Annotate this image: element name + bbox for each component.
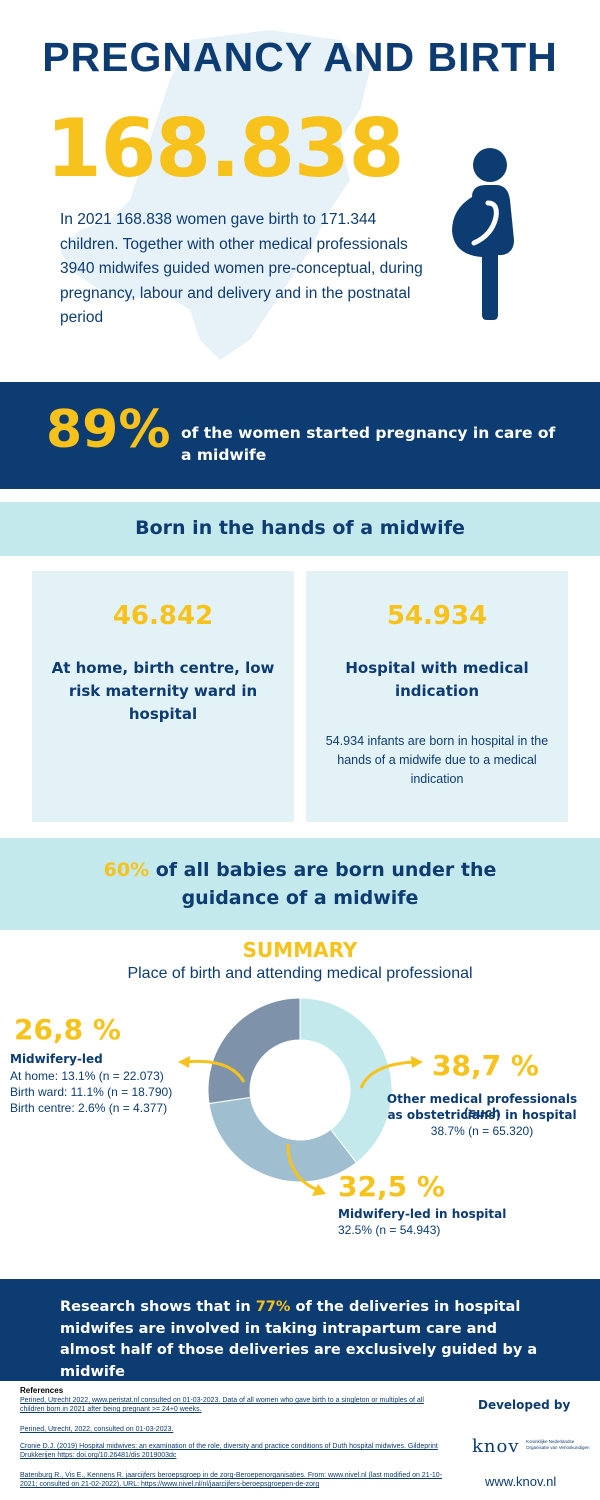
summary-subtitle: Place of birth and attending medical pro…	[127, 965, 473, 982]
reference-link[interactable]: Cronie D.J. (2019) Hospital midwives: an…	[20, 1443, 438, 1459]
donut-slice	[207, 997, 301, 1105]
born-section-header	[0, 502, 600, 556]
stat-band-60	[0, 838, 600, 930]
knov-logo: knov Koninklijke Nederlandse Organisatie …	[472, 1436, 592, 1458]
knov-logo-wordmark: knov	[472, 1436, 520, 1457]
total-births-number: 168.838	[46, 102, 404, 195]
netherlands-map-watermark	[60, 30, 370, 360]
midwifery-led-line: Birth centre: 2.6% (n = 4.377)	[10, 1101, 168, 1115]
other-professionals-detail: 38.7% (n = 65.320)	[430, 1124, 534, 1138]
research-text: Research shows that in 77% of the delive…	[60, 1297, 540, 1383]
research-band	[0, 1279, 600, 1381]
other-professionals-label: Other medical professionals (such	[386, 1092, 578, 1120]
percent-89-text: of the women started pregnancy in care o…	[181, 424, 556, 464]
research-text-before: Research shows that in	[60, 1299, 256, 1315]
research-text-after: of the deliveries in hospital midwifes a…	[60, 1299, 538, 1380]
percent-60-highlight: 60%	[103, 859, 150, 881]
arrow-right-icon	[359, 1056, 423, 1089]
midwifery-hospital-label: Midwifery-led in hospital	[338, 1207, 507, 1221]
other-professionals-percent: 38,7 %	[432, 1049, 539, 1082]
pregnant-woman-icon	[452, 148, 514, 320]
percent-89: 89%	[46, 400, 171, 460]
reference-link[interactable]: Batenburg R., Vis E., Kennens R. jaarcij…	[20, 1472, 443, 1488]
midwifery-led-percent: 26,8 %	[14, 1013, 121, 1046]
intro-paragraph: In 2021 168.838 women gave birth to 171.…	[60, 211, 423, 326]
hospital-birth-label: Hospital with medical indication	[345, 659, 529, 700]
other-professionals-label: as obstetricians) in hospital	[387, 1108, 577, 1122]
home-birth-card: 46.842 At home, birth centre, low risk m…	[32, 571, 294, 822]
midwifery-hospital-percent: 32,5 %	[338, 1170, 445, 1203]
midwifery-hospital-detail: 32.5% (n = 54.943)	[338, 1223, 441, 1237]
research-highlight: 77%	[255, 1299, 291, 1315]
stat-band-89	[0, 382, 600, 489]
arrow-down-icon	[286, 1143, 326, 1196]
home-birth-number: 46.842	[112, 601, 214, 631]
knov-logo-subtext: Koninklijke Nederlandse Organisatie van V…	[526, 1439, 590, 1450]
midwifery-led-line: Birth ward: 11.1% (n = 18.790)	[10, 1085, 173, 1099]
knov-website-link[interactable]: www.knov.nl	[485, 1474, 557, 1489]
reference-link[interactable]: Perined, Utrecht, 2022, consulted on 01-…	[20, 1426, 174, 1433]
home-birth-label: At home, birth centre, low risk maternit…	[51, 659, 275, 723]
hospital-birth-card: 54.934 Hospital with medical indication …	[306, 571, 568, 822]
percent-60-body: of all babies are born under the guidanc…	[149, 859, 497, 909]
hospital-birth-description: 54.934 infants are born in hospital in t…	[325, 734, 549, 786]
hospital-birth-number: 54.934	[386, 601, 488, 631]
birth-place-donut-chart	[207, 997, 393, 1183]
references-title: References	[20, 1386, 64, 1395]
midwifery-led-label: Midwifery-led	[10, 1052, 103, 1066]
page-title: PREGNANCY AND BIRTH	[42, 34, 558, 80]
developed-by-label: Developed by	[478, 1398, 571, 1412]
born-section-title: Born in the hands of a midwife	[135, 517, 465, 539]
reference-link[interactable]: Perined, Utrecht 2022, www.peristat.nl c…	[20, 1397, 424, 1413]
summary-title: SUMMARY	[242, 938, 358, 962]
arrow-left-icon	[178, 1056, 246, 1083]
donut-slice	[299, 997, 393, 1164]
midwifery-led-line: At home: 13.1% (n = 22.073)	[10, 1069, 164, 1083]
percent-60-text: 60% of all babies are born under the gui…	[60, 856, 540, 912]
